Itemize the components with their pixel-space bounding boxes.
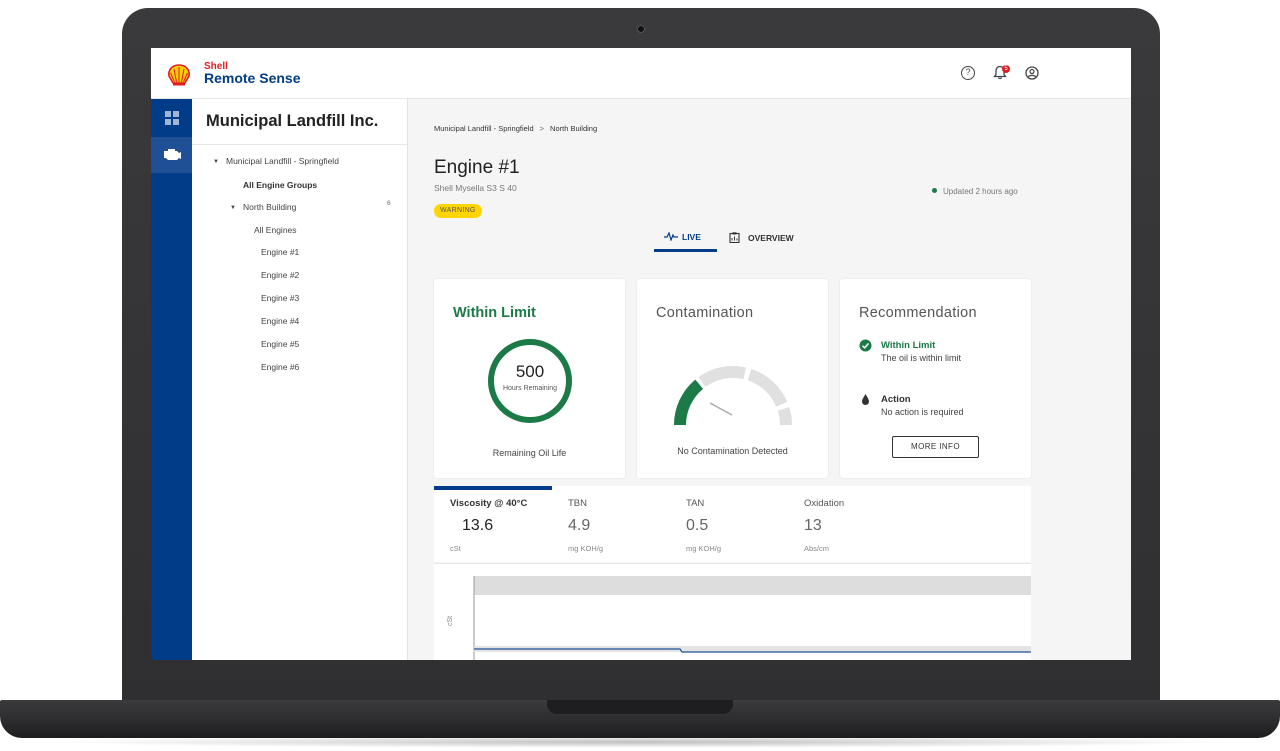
tree-all-engine-groups[interactable]: All Engine Groups	[243, 180, 318, 190]
collapse-caret-icon[interactable]: ▼	[230, 205, 236, 211]
metric-value: 0.5	[686, 517, 709, 534]
laptop-notch	[547, 700, 733, 714]
tab-overview-label: OVERVIEW	[748, 233, 794, 243]
pulse-icon	[664, 231, 678, 242]
oil-life-card: Within Limit 500 Hours Remaining Remaini…	[434, 279, 625, 478]
lower-limit-band	[474, 646, 1031, 652]
oil-drop-icon	[862, 394, 869, 405]
metric-name: TAN	[686, 498, 705, 509]
webcam	[637, 25, 645, 33]
report-icon	[729, 232, 740, 244]
brand-shell-text: Shell	[204, 61, 228, 72]
tab-live[interactable]: LIVE	[654, 231, 717, 252]
laptop-shadow	[40, 736, 1240, 748]
breadcrumb-building[interactable]: North Building	[550, 124, 598, 133]
tree-engine-item[interactable]: Engine #3	[261, 293, 300, 303]
main-content: Municipal Landfill - Springfield > North B…	[408, 99, 1131, 660]
engine-icon	[164, 149, 181, 160]
metric-tab-tan[interactable]: TAN 0.5 mg KOH/g	[670, 486, 788, 562]
app-name[interactable]: Remote Sense	[204, 70, 301, 86]
metric-value: 13	[804, 517, 822, 534]
viscosity-series-line	[474, 648, 1031, 653]
tree-engine-item[interactable]: Engine #5	[261, 339, 300, 349]
status-badge: WARNING	[434, 204, 482, 218]
trend-chart-svg: cSt	[447, 576, 1031, 660]
contamination-card: Contamination No Contamination Detected	[637, 279, 828, 478]
recommendation-status-text: The oil is within limit	[881, 353, 962, 363]
contamination-title: Contamination	[656, 305, 754, 321]
oil-life-unit: Hours Remaining	[502, 385, 558, 392]
y-axis-label: cSt	[447, 616, 454, 626]
metric-unit: cSt	[450, 544, 461, 553]
metric-name: Viscosity @ 40°C	[450, 498, 528, 509]
help-icon[interactable]: ?	[961, 66, 975, 80]
user-account-icon[interactable]	[1025, 66, 1039, 80]
group-engine-count: 6	[387, 200, 391, 207]
metric-unit: mg KOH/g	[686, 544, 722, 553]
tree-site[interactable]: Municipal Landfill - Springfield	[226, 156, 339, 166]
icon-rail	[151, 99, 192, 660]
recommendation-card: Recommendation Within Limit The oil is w…	[840, 279, 1031, 478]
viscosity-trend-chart: cSt	[434, 563, 1031, 660]
tree-engine-item[interactable]: Engine #2	[261, 270, 300, 280]
more-info-button[interactable]: MORE INFO	[892, 436, 979, 458]
notification-badge: 5	[1002, 65, 1010, 73]
asset-tree-sidebar: Municipal Landfill Inc. ▼ Municipal Land…	[192, 99, 408, 660]
engine-title: Engine #1	[434, 157, 520, 178]
last-updated: Updated 2 hours ago	[932, 187, 1018, 196]
tree-engine-item[interactable]: Engine #6	[261, 362, 300, 372]
metric-value: 13.6	[462, 517, 494, 534]
app-header: Shell Remote Sense ? 5	[151, 48, 1131, 99]
collapse-caret-icon[interactable]: ▼	[213, 159, 219, 165]
oil-life-status: Within Limit	[453, 305, 536, 321]
tree-engine-item[interactable]: Engine #1	[261, 247, 300, 257]
breadcrumb-separator: >	[539, 124, 545, 133]
metric-name: TBN	[568, 498, 587, 509]
recommendation-action-text: No action is required	[881, 407, 964, 417]
check-circle-icon	[859, 339, 872, 352]
live-status-dot	[932, 188, 937, 193]
tab-live-label: LIVE	[682, 232, 701, 242]
tree-engine-item[interactable]: Engine #4	[261, 316, 300, 326]
tab-overview[interactable]: OVERVIEW	[726, 232, 816, 252]
rail-dashboard[interactable]	[151, 100, 192, 136]
contamination-caption: No Contamination Detected	[677, 446, 788, 456]
oil-life-hours: 500	[515, 362, 545, 381]
limit-band	[474, 576, 1031, 595]
metric-unit: mg KOH/g	[568, 544, 604, 553]
last-updated-text: Updated 2 hours ago	[943, 187, 1018, 196]
app-screen: Shell Remote Sense ? 5	[151, 48, 1131, 660]
metric-name: Oxidation	[804, 498, 845, 509]
tree-group-north-building[interactable]: North Building	[243, 202, 297, 212]
contamination-gauge	[674, 366, 792, 426]
rail-engines[interactable]	[151, 137, 192, 173]
customer-name: Municipal Landfill Inc.	[206, 112, 379, 130]
recommendation-status: Within Limit	[881, 340, 936, 351]
breadcrumb: Municipal Landfill - Springfield > North B…	[434, 124, 597, 133]
breadcrumb-site[interactable]: Municipal Landfill - Springfield	[434, 124, 534, 133]
divider	[192, 144, 407, 145]
engine-oil-product: Shell Mysella S3 S 40	[434, 183, 517, 193]
metric-unit: Abs/cm	[804, 544, 830, 553]
metric-value: 4.9	[568, 517, 591, 534]
metric-tab-oxidation[interactable]: Oxidation 13 Abs/cm	[788, 486, 906, 562]
dashboard-grid-icon	[165, 111, 179, 125]
oil-life-caption: Remaining Oil Life	[492, 448, 567, 458]
tree-all-engines[interactable]: All Engines	[254, 225, 297, 235]
oil-life-ring	[488, 339, 572, 423]
recommendation-title: Recommendation	[859, 305, 977, 321]
metric-tab-viscosity[interactable]: Viscosity @ 40°C 13.6 cSt	[434, 486, 552, 562]
shell-pecten-icon[interactable]	[167, 64, 191, 86]
recommendation-action: Action	[881, 394, 911, 405]
metrics-tabs: Viscosity @ 40°C 13.6 cSt TBN 4.9 mg KOH…	[434, 486, 1031, 562]
metric-tab-tbn[interactable]: TBN 4.9 mg KOH/g	[552, 486, 670, 562]
